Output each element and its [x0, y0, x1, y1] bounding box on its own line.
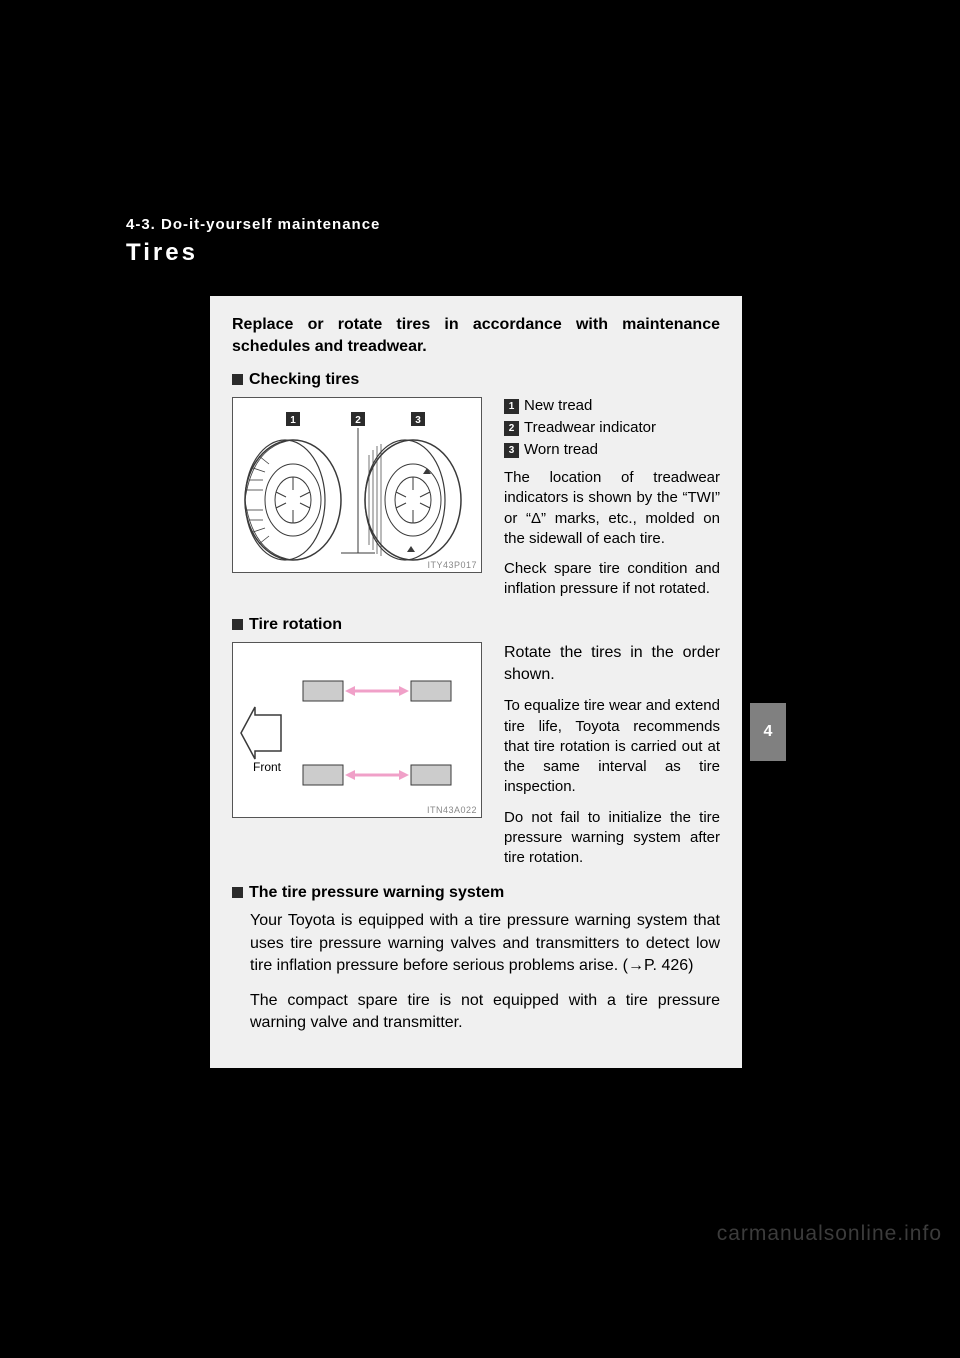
- square-bullet-icon: [232, 887, 243, 898]
- checking-heading: Checking tires: [232, 371, 720, 389]
- tread-diagram-caption: ITY43P017: [427, 560, 477, 570]
- callout-2-num: 2: [355, 415, 361, 426]
- rotation-right-col: Rotate the tires in the order shown. To …: [482, 642, 720, 869]
- legend-label-2: Treadwear indicator: [524, 419, 656, 436]
- front-label: Front: [253, 760, 282, 774]
- manual-page: 4-3. Do-it-yourself maintenance Tires Re…: [0, 0, 960, 1358]
- tire-tread-svg: 1 2 3: [233, 398, 483, 574]
- watermark: carmanualsonline.info: [717, 1222, 942, 1246]
- callout-3-num: 3: [415, 415, 421, 426]
- rotation-svg: Front: [233, 643, 483, 819]
- square-bullet-icon: [232, 374, 243, 385]
- rotation-row: Front ITN43A022 Rotate the tires in the …: [232, 642, 720, 869]
- rotation-section: Tire rotation: [232, 616, 720, 869]
- page-title: Tires: [126, 239, 746, 267]
- legend-num-1: 1: [504, 399, 519, 414]
- intro-text: Replace or rotate tires in accordance wi…: [232, 314, 720, 357]
- legend-num-3: 3: [504, 443, 519, 458]
- rotation-diagram: Front ITN43A022: [232, 642, 482, 818]
- checking-row: 1 2 3 ITY43P017 1New tread 2Trea: [232, 397, 720, 600]
- legend-item-2: 2 Treadwear indicator: [504, 419, 720, 436]
- square-bullet-icon: [232, 619, 243, 630]
- rotation-p2: Do not fail to initialize the tire press…: [504, 808, 720, 869]
- page-header: 4-3. Do-it-yourself maintenance Tires: [126, 216, 746, 267]
- checking-p2: Check spare tire condition and inflation…: [504, 559, 720, 600]
- tpws-heading: The tire pressure warning system: [232, 884, 720, 902]
- chapter-tab: 4: [750, 703, 786, 761]
- rotation-heading: Tire rotation: [232, 616, 720, 634]
- breadcrumb: 4-3. Do-it-yourself maintenance: [126, 216, 746, 233]
- legend-item-3: 3 Worn tread: [504, 441, 720, 458]
- rotation-diagram-caption: ITN43A022: [427, 805, 477, 815]
- rotation-heading-text: Tire rotation: [249, 616, 342, 633]
- content-box: Replace or rotate tires in accordance wi…: [210, 296, 742, 1068]
- legend-item-1: 1 New tread: [504, 397, 720, 414]
- tpws-section: The tire pressure warning system Your To…: [232, 884, 720, 1034]
- legend-label-1: New tread: [524, 397, 592, 414]
- checking-p1: The location of treadwear indicators is …: [504, 468, 720, 549]
- rotation-p1: To equalize tire wear and extend tire li…: [504, 696, 720, 797]
- tire-tread-diagram: 1 2 3 ITY43P017: [232, 397, 482, 573]
- legend-num-2: 2: [504, 421, 519, 436]
- callout-1-num: 1: [290, 415, 296, 426]
- rotation-lead: Rotate the tires in the order shown.: [504, 642, 720, 687]
- checking-right-col: 1 New tread 2 Treadwear indicator 3 Worn tr…: [482, 397, 720, 600]
- checking-heading-text: Checking tires: [249, 371, 359, 388]
- legend-label-3: Worn tread: [524, 441, 598, 458]
- tpws-heading-text: The tire pressure warning system: [249, 884, 504, 901]
- tpws-p2: The compact spare tire is not equipped w…: [250, 990, 720, 1035]
- checking-section: Checking tires: [232, 371, 720, 600]
- tpws-p1: Your Toyota is equipped with a tire pres…: [250, 910, 720, 977]
